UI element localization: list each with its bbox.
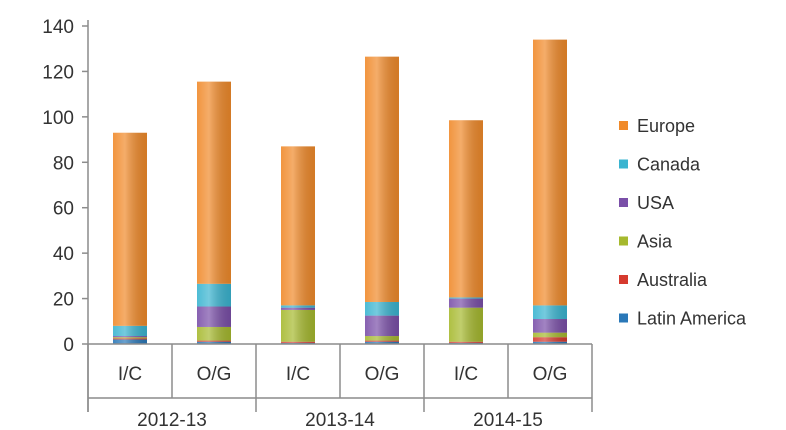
legend-label: Latin America	[637, 309, 747, 329]
bar-shading	[281, 341, 315, 343]
legend-swatch	[619, 121, 628, 130]
legend-item-asia: Asia	[619, 232, 673, 252]
legend-item-europe: Europe	[619, 116, 695, 136]
x-group-label: 2014-15	[473, 410, 543, 430]
bar-shading	[281, 309, 315, 342]
legend-swatch	[619, 236, 628, 246]
bar-shading	[365, 336, 399, 341]
bar-stack	[533, 39, 567, 344]
legend-swatch	[619, 313, 628, 323]
legend-item-latin-america: Latin America	[619, 309, 747, 329]
bar-shading	[533, 305, 567, 320]
bar-shading	[449, 120, 483, 298]
bar-shading	[449, 297, 483, 299]
x-category-label: I/C	[454, 364, 478, 385]
y-tick-label: 80	[53, 153, 74, 174]
bar-shading	[365, 340, 399, 342]
y-tick-label: 40	[53, 244, 74, 265]
bar-shading	[197, 341, 231, 344]
bar-shading	[113, 132, 147, 326]
legend-swatch	[619, 159, 628, 169]
bar-shading	[533, 319, 567, 333]
bar-shading	[365, 301, 399, 316]
bar-shading	[533, 337, 567, 342]
y-tick-label: 0	[63, 335, 74, 356]
legend-label: Australia	[637, 270, 708, 290]
x-axis: I/C O/G I/C O/G I/C O/G 2012-13 2013-14 2014-15	[87, 343, 593, 430]
bar-shading	[449, 341, 483, 343]
legend-label: Asia	[637, 232, 673, 252]
bars	[113, 39, 567, 344]
y-tick-label: 100	[42, 108, 74, 129]
x-category-label: I/C	[118, 364, 142, 385]
legend-label: Europe	[637, 116, 695, 136]
legend-swatch	[619, 198, 628, 207]
x-category-label: O/G	[365, 364, 400, 385]
y-tick-label: 140	[42, 17, 74, 38]
y-tick-label: 20	[53, 290, 74, 311]
y-tick-label: 60	[53, 199, 74, 220]
bar-shading	[197, 283, 231, 307]
bar-shading	[197, 326, 231, 341]
x-group-label: 2013-14	[305, 410, 375, 430]
legend-item-usa: USA	[619, 193, 674, 213]
bar-shading	[113, 338, 147, 340]
x-category-label: O/G	[197, 364, 232, 385]
legend-label: Canada	[637, 155, 701, 175]
bar-shading	[449, 298, 483, 308]
x-category-label: O/G	[533, 364, 568, 385]
bar-shading	[281, 307, 315, 310]
x-group-label: 2012-13	[137, 410, 207, 430]
legend-item-australia: Australia	[619, 270, 708, 290]
bar-stack	[449, 120, 483, 344]
bar-shading	[365, 315, 399, 337]
bar-shading	[533, 332, 567, 338]
bar-stack	[197, 81, 231, 344]
bar-shading	[365, 341, 399, 344]
bar-shading	[197, 306, 231, 327]
y-axis: 0 20 40 60 80 100 120 140	[42, 17, 89, 412]
legend-swatch	[619, 275, 628, 284]
bar-shading	[197, 81, 231, 284]
bar-shading	[113, 337, 147, 339]
bar-shading	[113, 339, 147, 344]
bar-shading	[533, 39, 567, 306]
bar-shading	[533, 341, 567, 344]
x-category-label: I/C	[286, 364, 310, 385]
bar-shading	[197, 340, 231, 342]
bar-shading	[365, 56, 399, 302]
bar-stack	[281, 146, 315, 344]
bar-shading	[281, 146, 315, 306]
bar-shading	[449, 307, 483, 342]
legend: Europe Canada USA Asia Australia Latin Americ…	[619, 116, 747, 329]
legend-label: USA	[637, 193, 674, 213]
bar-shading	[281, 305, 315, 308]
bar-stack	[365, 56, 399, 344]
bar-shading	[113, 336, 147, 338]
bar-shading	[113, 325, 147, 337]
y-tick-label: 120	[42, 62, 74, 83]
legend-item-canada: Canada	[619, 155, 701, 175]
bar-stack	[113, 132, 147, 344]
